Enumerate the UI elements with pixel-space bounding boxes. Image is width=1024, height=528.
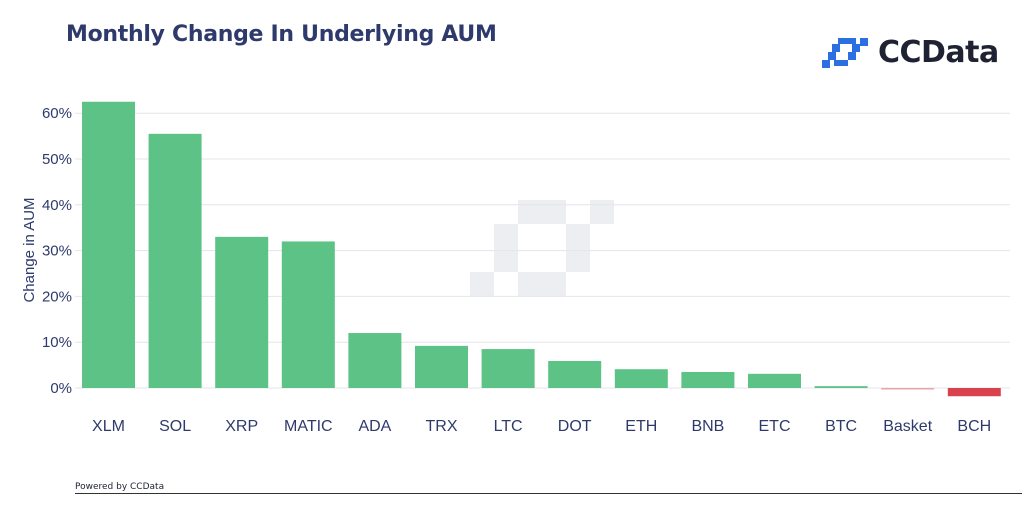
bar-bnb bbox=[681, 371, 735, 388]
footer-divider bbox=[75, 493, 1022, 494]
y-tick-label: 30% bbox=[42, 243, 72, 260]
x-tick-label: MATIC bbox=[284, 418, 333, 435]
y-tick-label: 20% bbox=[42, 288, 72, 305]
x-tick-label: SOL bbox=[159, 418, 191, 435]
bar-basket bbox=[881, 388, 935, 390]
bar-xrp bbox=[215, 236, 269, 388]
bar-ada bbox=[348, 333, 402, 388]
x-tick-label: BCH bbox=[957, 418, 991, 435]
bar-btc bbox=[814, 386, 868, 388]
brand-logo: CCData bbox=[822, 32, 999, 72]
bar-trx bbox=[415, 345, 468, 388]
y-tick-label: 50% bbox=[42, 151, 72, 168]
bar-bch bbox=[947, 388, 1001, 397]
bar-xlm bbox=[82, 101, 135, 388]
y-tick-label: 60% bbox=[42, 105, 72, 122]
x-tick-label: TRX bbox=[426, 418, 458, 435]
x-tick-label: ETC bbox=[759, 418, 791, 435]
x-tick-label: XRP bbox=[225, 418, 258, 435]
brand-name: CCData bbox=[878, 34, 999, 70]
bar-matic bbox=[281, 241, 335, 388]
watermark-icon bbox=[470, 200, 614, 296]
x-tick-label: BTC bbox=[825, 418, 857, 435]
y-tick-label: 0% bbox=[50, 380, 72, 397]
chart-title: Monthly Change In Underlying AUM bbox=[66, 22, 497, 47]
x-tick-label: BNB bbox=[691, 418, 724, 435]
x-tick-label: ADA bbox=[358, 418, 391, 435]
bar-sol bbox=[148, 133, 202, 388]
ccdata-logo-icon bbox=[822, 38, 868, 68]
bar-etc bbox=[748, 373, 801, 388]
x-tick-label: ETH bbox=[625, 418, 657, 435]
x-tick-label: XLM bbox=[92, 418, 125, 435]
y-tick-label: 10% bbox=[42, 334, 72, 351]
x-tick-label: DOT bbox=[558, 418, 592, 435]
y-axis-label: Change in AUM bbox=[21, 197, 38, 302]
x-tick-label: LTC bbox=[494, 418, 523, 435]
y-tick-label: 40% bbox=[42, 197, 72, 214]
bar-eth bbox=[614, 369, 668, 388]
x-tick-label: Basket bbox=[883, 418, 932, 435]
powered-by-text: Powered by CCData bbox=[75, 482, 165, 492]
bar-dot bbox=[548, 360, 602, 388]
bar-ltc bbox=[481, 349, 535, 388]
